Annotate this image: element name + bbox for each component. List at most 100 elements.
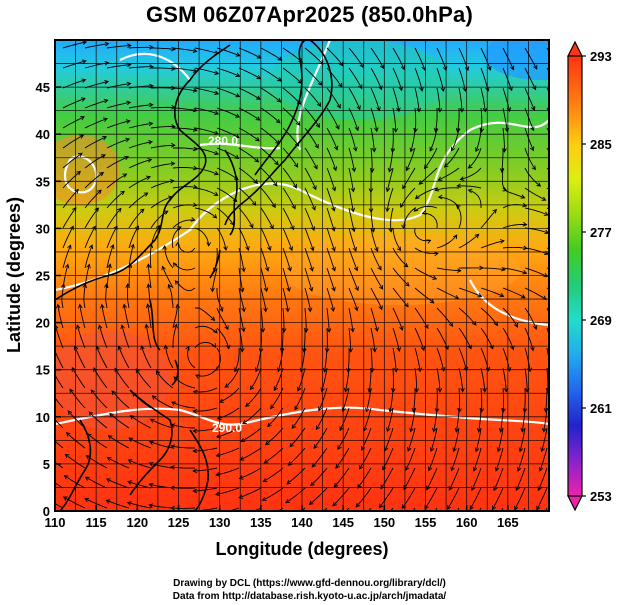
- streamline: [238, 227, 249, 251]
- streamline-arrow: [335, 124, 340, 130]
- streamline-arrow: [448, 485, 453, 491]
- streamline: [457, 185, 482, 189]
- streamline: [414, 67, 423, 92]
- streamline: [128, 437, 152, 449]
- streamline: [361, 427, 372, 451]
- streamline: [326, 147, 337, 171]
- streamline: [435, 187, 460, 191]
- streamline: [193, 387, 218, 393]
- streamline-arrow: [335, 464, 340, 469]
- streamline-arrow: [49, 389, 53, 393]
- streamline-arrow: [374, 127, 379, 133]
- streamline: [355, 487, 372, 508]
- streamline-arrow: [442, 66, 448, 72]
- credit-data-source: Data from http://database.rish.kyoto-u.a…: [172, 591, 447, 602]
- streamline-arrow: [210, 287, 215, 293]
- streamline-arrow: [432, 275, 438, 280]
- streamline: [273, 367, 284, 391]
- streamline-arrow: [95, 345, 100, 351]
- streamline-arrow: [140, 345, 145, 350]
- streamline: [150, 106, 176, 109]
- streamline: [114, 368, 130, 389]
- streamline: [260, 247, 269, 272]
- streamline: [309, 487, 328, 505]
- streamline-arrow: [42, 496, 46, 500]
- streamline-arrow: [456, 268, 462, 273]
- streamline-arrow: [263, 287, 269, 293]
- streamline-arrow: [116, 207, 122, 213]
- streamline-arrow: [317, 81, 323, 86]
- streamline-arrow: [103, 117, 108, 122]
- streamline: [128, 208, 145, 229]
- streamline: [83, 284, 86, 309]
- streamline-arrow: [467, 344, 472, 350]
- streamline: [475, 127, 482, 152]
- streamline-arrow: [499, 292, 505, 298]
- streamline: [444, 147, 460, 168]
- streamline-arrow: [215, 472, 221, 477]
- streamline-arrow: [520, 294, 526, 299]
- streamline-arrow: [174, 280, 180, 285]
- streamline: [480, 327, 494, 349]
- streamline: [106, 173, 127, 189]
- streamline-arrow: [331, 286, 336, 292]
- streamline-arrow: [500, 266, 506, 272]
- streamline: [348, 207, 355, 232]
- streamline: [227, 507, 240, 511]
- streamline-arrow: [407, 446, 412, 452]
- streamline: [107, 457, 130, 469]
- streamline: [436, 267, 461, 272]
- streamline-arrow: [378, 305, 383, 311]
- streamline-arrow: [218, 398, 224, 403]
- streamline-arrow: [104, 283, 109, 288]
- streamline: [370, 287, 383, 310]
- streamline-arrow: [213, 171, 219, 176]
- streamline: [106, 244, 114, 269]
- streamline: [471, 467, 482, 491]
- streamline: [524, 287, 547, 300]
- streamline: [357, 467, 372, 489]
- streamline-arrow: [432, 427, 437, 433]
- streamline: [436, 67, 444, 92]
- streamline-arrow: [421, 65, 426, 71]
- streamline-arrow: [146, 175, 151, 181]
- streamline: [400, 187, 416, 208]
- streamline-arrow: [104, 79, 110, 85]
- streamline: [172, 67, 197, 72]
- streamline-arrow: [471, 486, 476, 492]
- streamline: [84, 226, 96, 249]
- streamline: [194, 227, 210, 246]
- streamline-arrow: [225, 344, 231, 350]
- streamline: [324, 347, 328, 372]
- y-tick-label: 35: [36, 174, 50, 189]
- warm-tongue: [280, 235, 520, 305]
- streamline: [260, 67, 282, 82]
- streamline-arrow: [149, 440, 154, 445]
- streamline-arrow: [241, 267, 246, 273]
- streamline: [502, 307, 518, 328]
- streamline: [282, 167, 297, 189]
- streamline-arrow: [287, 461, 293, 466]
- streamline: [172, 167, 197, 170]
- streamline: [172, 87, 197, 92]
- streamline-arrow: [343, 387, 349, 393]
- streamline-arrow: [276, 97, 282, 103]
- streamline: [480, 47, 491, 71]
- streamline: [172, 324, 178, 348]
- streamline-arrow: [533, 64, 538, 70]
- streamline: [84, 189, 102, 209]
- streamline-arrow: [393, 368, 399, 373]
- streamline: [348, 47, 364, 68]
- streamline-arrow: [77, 303, 83, 309]
- streamline: [326, 167, 336, 191]
- streamline-arrow: [211, 343, 217, 348]
- streamline-arrow: [255, 116, 261, 121]
- streamline: [177, 242, 196, 253]
- streamline: [287, 447, 306, 466]
- streamline-arrow: [476, 427, 482, 433]
- streamline-arrow: [172, 262, 178, 267]
- streamline: [62, 226, 74, 249]
- streamline: [55, 325, 64, 349]
- streamline: [260, 87, 281, 103]
- streamline: [524, 347, 531, 372]
